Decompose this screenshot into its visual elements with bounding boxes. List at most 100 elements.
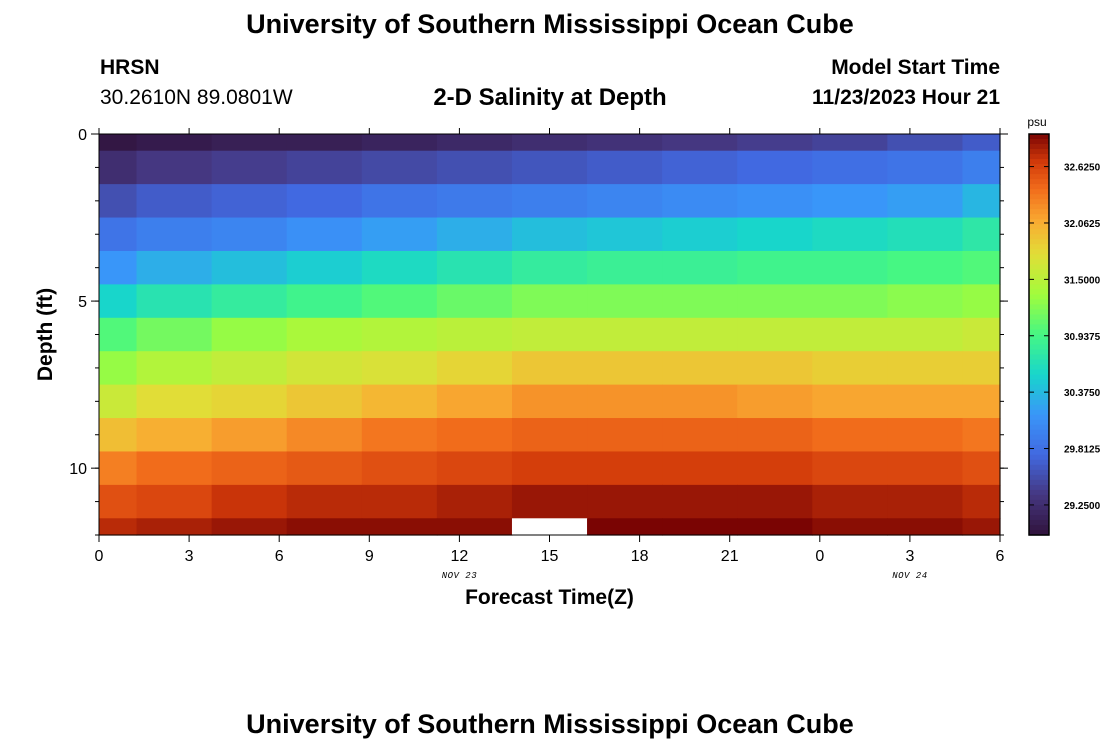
heatmap-cell [887, 451, 964, 486]
heatmap-cell [99, 150, 138, 185]
heatmap-cell [511, 451, 588, 486]
heatmap-cell [887, 150, 964, 185]
colorbar-segment [1029, 164, 1049, 170]
heatmap-cell [737, 317, 813, 352]
colorbar-segment [1029, 279, 1049, 285]
heatmap-cell [136, 484, 213, 519]
y-tick-label: 0 [78, 127, 87, 144]
heatmap-cell [587, 150, 663, 185]
colorbar-segment [1029, 194, 1049, 200]
heatmap-cell [662, 518, 738, 536]
heatmap-cell [887, 418, 964, 453]
colorbar-segment [1029, 179, 1049, 185]
heatmap-cell [962, 284, 1001, 319]
heatmap-cell [286, 518, 363, 536]
heatmap-cell [286, 284, 363, 319]
heatmap-cell [962, 184, 1001, 219]
colorbar-segment [1029, 509, 1049, 516]
heatmap-cell [211, 150, 288, 185]
heatmap-cell [211, 384, 288, 419]
heatmap-cell [286, 418, 363, 453]
colorbar-segment [1029, 349, 1049, 356]
heatmap-cell [99, 384, 138, 419]
colorbar-segment [1029, 504, 1049, 511]
heatmap-cell [812, 384, 888, 419]
heatmap-cell [136, 184, 213, 219]
heatmap-cell [211, 217, 288, 252]
heatmap-cell [587, 250, 663, 285]
colorbar-segment [1029, 274, 1049, 280]
heatmap-cell [361, 217, 438, 252]
heatmap-cell [136, 418, 213, 453]
heatmap-cell [436, 150, 513, 185]
heatmap-cell [887, 284, 964, 319]
heatmap-cell [511, 484, 588, 519]
x-tick-label: 15 [541, 548, 559, 565]
heatmap-cell [511, 418, 588, 453]
heatmap-cell [361, 384, 438, 419]
heatmap-cell [511, 134, 588, 152]
colorbar-tick-label: 29.2500 [1064, 501, 1100, 512]
heatmap-cell [361, 351, 438, 386]
colorbar-tick-label: 31.5000 [1064, 275, 1100, 286]
heatmap-cell [587, 217, 663, 252]
heatmap-cell [962, 418, 1001, 453]
heatmap-cell [587, 351, 663, 386]
colorbar-segment [1029, 239, 1049, 245]
colorbar-segment [1029, 464, 1049, 471]
colorbar-segment [1029, 264, 1049, 270]
colorbar-segment [1029, 434, 1049, 441]
heatmap-cell [436, 317, 513, 352]
colorbar-segment [1029, 479, 1049, 486]
colorbar-segment [1029, 269, 1049, 275]
colorbar-segment [1029, 499, 1049, 506]
colorbar-segment [1029, 249, 1049, 255]
heatmap-cell [962, 518, 1001, 536]
heatmap-cell [361, 150, 438, 185]
heatmap-cell [286, 484, 363, 519]
heatmap-cell [211, 317, 288, 352]
colorbar-segment [1029, 209, 1049, 215]
colorbar-segment [1029, 289, 1049, 295]
heatmap-cell [737, 184, 813, 219]
heatmap-cell [662, 217, 738, 252]
colorbar-segment [1029, 284, 1049, 290]
heatmap-cell [662, 418, 738, 453]
colorbar-segment [1029, 449, 1049, 456]
heatmap-cell [737, 351, 813, 386]
heatmap-cell [812, 150, 888, 185]
colorbar-segment [1029, 224, 1049, 230]
heatmap-cell [136, 518, 213, 536]
heatmap-cell [662, 384, 738, 419]
station-name: HRSN [100, 56, 160, 79]
heatmap-cell [136, 284, 213, 319]
heatmap-cell [99, 184, 138, 219]
heatmap-cell [662, 317, 738, 352]
heatmap-cell [286, 184, 363, 219]
heatmap-cell [962, 384, 1001, 419]
heatmap-cell [812, 317, 888, 352]
heatmap-cell [99, 518, 138, 536]
heatmap-cell [587, 484, 663, 519]
colorbar-segment [1029, 314, 1049, 321]
heatmap-cell [962, 451, 1001, 486]
x-date-label: NOV 24 [892, 571, 927, 581]
heatmap-cell [737, 250, 813, 285]
heatmap-cell [511, 284, 588, 319]
colorbar-segment [1029, 474, 1049, 481]
heatmap-cell [211, 451, 288, 486]
heatmap-cell [99, 351, 138, 386]
colorbar-tick-label: 32.0625 [1064, 219, 1100, 230]
colorbar-segment [1029, 234, 1049, 240]
heatmap-cell [361, 451, 438, 486]
heatmap-cell [211, 284, 288, 319]
heatmap-cell [99, 317, 138, 352]
heatmap-cell [286, 351, 363, 386]
heatmap-cell [436, 451, 513, 486]
heatmap-cell [436, 418, 513, 453]
heatmap-cell [211, 351, 288, 386]
colorbar-segment [1029, 144, 1049, 150]
heatmap-cell [887, 317, 964, 352]
colorbar-segment [1029, 299, 1049, 306]
colorbar-segment [1029, 469, 1049, 476]
